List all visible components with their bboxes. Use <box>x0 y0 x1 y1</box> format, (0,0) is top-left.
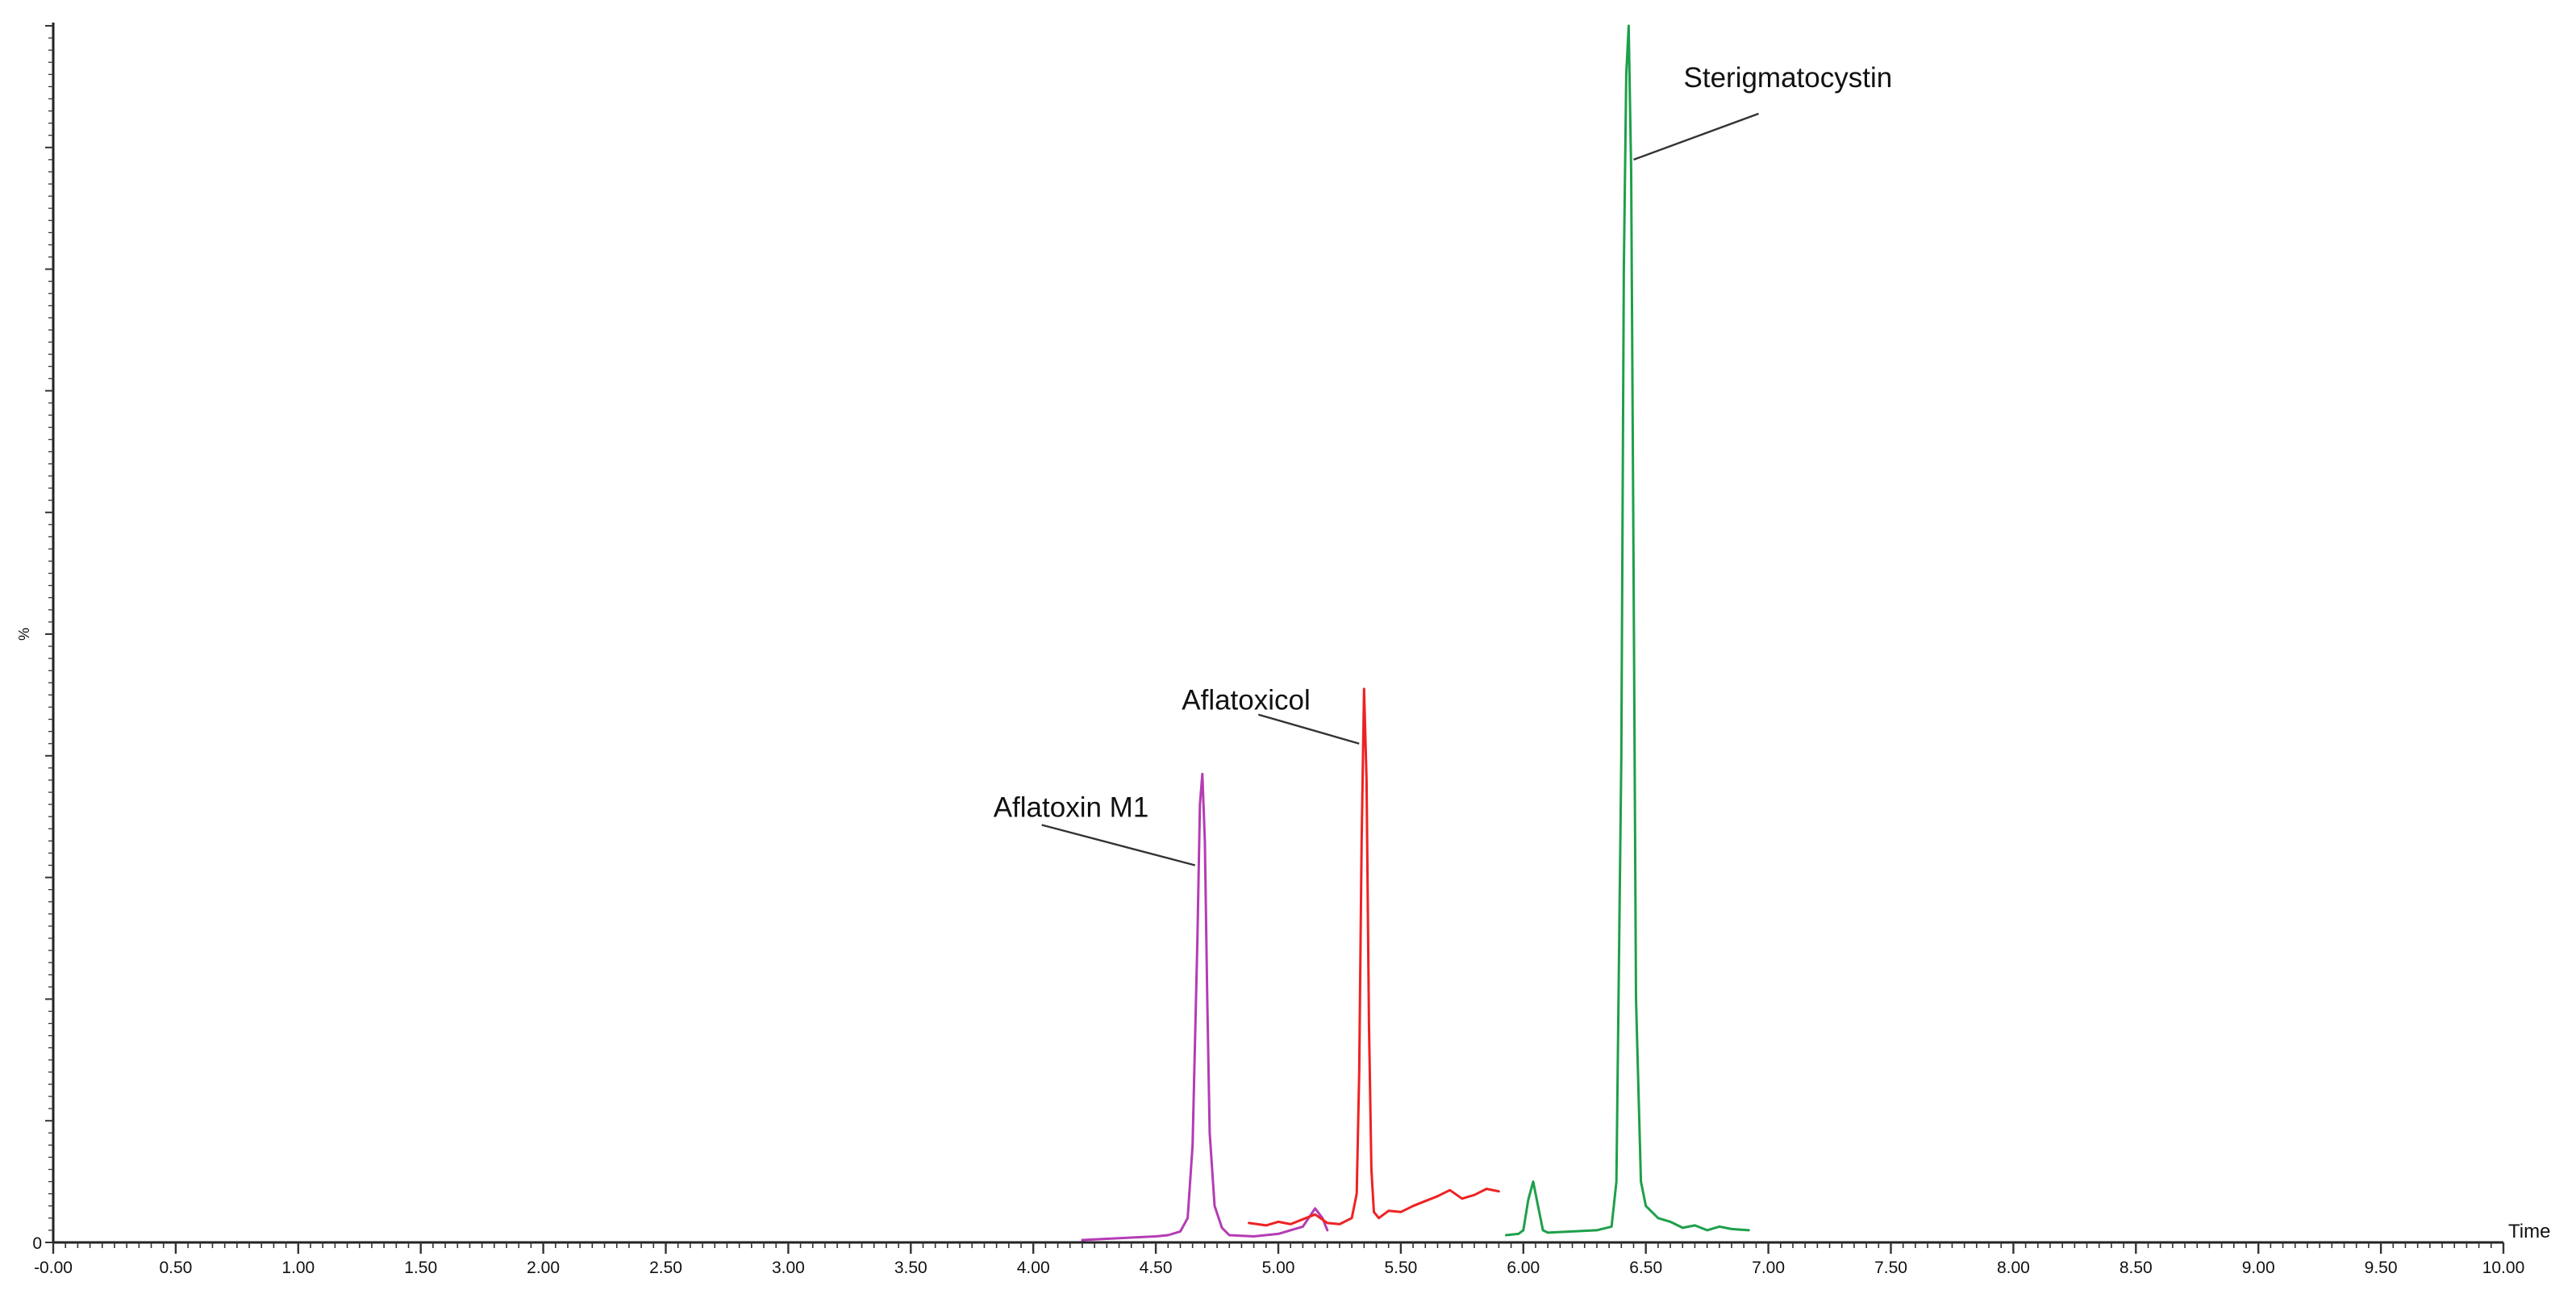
y-axis-title: % <box>16 628 32 641</box>
x-tick-label: 6.50 <box>1629 1259 1662 1277</box>
x-tick-label: -0.00 <box>34 1259 73 1277</box>
x-tick-label: 3.00 <box>772 1259 805 1277</box>
annotation-leader-line <box>1041 824 1196 866</box>
annotation-leader-line <box>1633 112 1759 161</box>
x-tick-label: 2.00 <box>527 1259 560 1277</box>
x-tick-label: 10.00 <box>2482 1259 2525 1277</box>
x-tick-label: 3.50 <box>894 1259 927 1277</box>
x-tick-label: 9.00 <box>2242 1259 2275 1277</box>
x-tick-label: 4.50 <box>1140 1259 1173 1277</box>
x-tick-label: 8.50 <box>2120 1259 2153 1277</box>
x-tick-label: 9.50 <box>2365 1259 2398 1277</box>
series-line-2 <box>1248 687 1500 1227</box>
x-tick-label: 5.00 <box>1262 1259 1295 1277</box>
series-line-3 <box>1505 24 1750 1237</box>
x-tick-label: 4.00 <box>1017 1259 1050 1277</box>
annotation-label: Aflatoxicol <box>1182 685 1311 716</box>
x-tick-label: 7.50 <box>1874 1259 1907 1277</box>
x-tick-label: 5.50 <box>1384 1259 1417 1277</box>
annotation-label: Aflatoxin M1 <box>994 792 1149 824</box>
x-tick-label: 6.00 <box>1507 1259 1540 1277</box>
x-tick-label: 7.00 <box>1752 1259 1785 1277</box>
series-line-1 <box>1081 772 1329 1242</box>
annotation-label: Sterigmatocystin <box>1684 62 1893 94</box>
x-tick-label: 1.50 <box>404 1259 437 1277</box>
x-tick-label: 8.00 <box>1997 1259 2030 1277</box>
x-axis-title: Time <box>2508 1221 2550 1242</box>
x-tick-label: 1.00 <box>281 1259 315 1277</box>
x-tick-label: 2.50 <box>649 1259 682 1277</box>
y-tick-label: 0 <box>32 1234 42 1253</box>
x-tick-label: 0.50 <box>159 1259 192 1277</box>
annotation-leader-line <box>1257 713 1360 745</box>
